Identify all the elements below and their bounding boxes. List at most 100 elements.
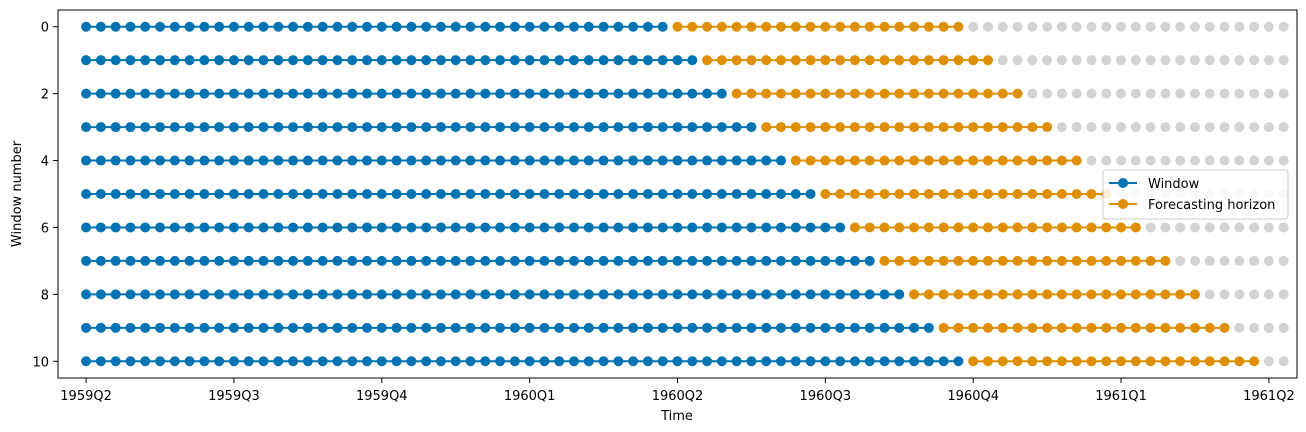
unused-point: [1205, 122, 1215, 132]
window-point: [288, 256, 298, 266]
window-point: [613, 323, 623, 333]
window-point: [229, 222, 239, 232]
unused-point: [1220, 256, 1230, 266]
unused-point: [1264, 55, 1274, 65]
window-point: [702, 189, 712, 199]
horizon-point: [1131, 222, 1141, 232]
unused-point: [1057, 89, 1067, 99]
window-point: [259, 323, 269, 333]
horizon-point: [1027, 323, 1037, 333]
unused-point: [1220, 89, 1230, 99]
horizon-point: [983, 323, 993, 333]
window-point: [125, 189, 135, 199]
window-point: [539, 356, 549, 366]
window-point: [362, 356, 372, 366]
window-point: [953, 356, 963, 366]
window-point: [466, 55, 476, 65]
window-point: [81, 356, 91, 366]
window-point: [495, 356, 505, 366]
window-point: [436, 289, 446, 299]
horizon-point: [1042, 323, 1052, 333]
window-point: [525, 189, 535, 199]
unused-point: [1249, 323, 1259, 333]
horizon-point: [1013, 222, 1023, 232]
window-point: [510, 323, 520, 333]
horizon-point: [924, 89, 934, 99]
window-point: [362, 122, 372, 132]
horizon-point: [850, 222, 860, 232]
window-point: [199, 356, 209, 366]
horizon-point: [998, 222, 1008, 232]
horizon-point: [1027, 256, 1037, 266]
horizon-point: [820, 55, 830, 65]
window-point: [569, 156, 579, 166]
window-point: [259, 89, 269, 99]
window-point: [347, 356, 357, 366]
window-point: [111, 256, 121, 266]
window-point: [288, 323, 298, 333]
window-point: [170, 122, 180, 132]
window-point: [673, 289, 683, 299]
horizon-point: [850, 156, 860, 166]
window-point: [746, 289, 756, 299]
window-point: [259, 289, 269, 299]
window-point: [273, 222, 283, 232]
window-point: [732, 256, 742, 266]
window-point: [658, 323, 668, 333]
unused-point: [1264, 256, 1274, 266]
window-point: [658, 22, 668, 32]
unused-point: [1190, 89, 1200, 99]
unused-point: [1279, 122, 1289, 132]
horizon-point: [879, 189, 889, 199]
window-point: [643, 222, 653, 232]
horizon-point: [761, 122, 771, 132]
window-point: [599, 356, 609, 366]
window-point: [687, 156, 697, 166]
window-point: [451, 222, 461, 232]
unused-point: [1160, 89, 1170, 99]
window-point: [628, 89, 638, 99]
window-point: [466, 222, 476, 232]
window-point: [303, 289, 313, 299]
unused-point: [1234, 256, 1244, 266]
window-point: [613, 55, 623, 65]
horizon-point: [879, 22, 889, 32]
window-point: [111, 89, 121, 99]
window-point: [332, 55, 342, 65]
window-point: [140, 356, 150, 366]
unused-point: [1175, 156, 1185, 166]
window-point: [569, 122, 579, 132]
window-point: [613, 22, 623, 32]
window-point: [81, 189, 91, 199]
legend-window-label: Window: [1148, 177, 1200, 192]
window-point: [466, 22, 476, 32]
window-point: [643, 22, 653, 32]
window-point: [732, 356, 742, 366]
window-point: [81, 89, 91, 99]
window-point: [658, 55, 668, 65]
window-point: [318, 122, 328, 132]
window-point: [125, 356, 135, 366]
window-point: [806, 222, 816, 232]
horizon-point: [1057, 222, 1067, 232]
window-point: [539, 289, 549, 299]
window-point: [850, 289, 860, 299]
horizon-point: [879, 55, 889, 65]
window-point: [111, 55, 121, 65]
window-point: [687, 189, 697, 199]
window-point: [421, 222, 431, 232]
window-point: [776, 356, 786, 366]
unused-point: [1131, 122, 1141, 132]
window-point: [170, 156, 180, 166]
horizon-point: [717, 55, 727, 65]
window-point: [377, 256, 387, 266]
window-point: [820, 222, 830, 232]
window-point: [613, 189, 623, 199]
unused-point: [1220, 156, 1230, 166]
horizon-point: [909, 222, 919, 232]
window-point: [332, 189, 342, 199]
window-point: [879, 356, 889, 366]
window-point: [406, 256, 416, 266]
window-point: [318, 156, 328, 166]
unused-point: [1264, 289, 1274, 299]
